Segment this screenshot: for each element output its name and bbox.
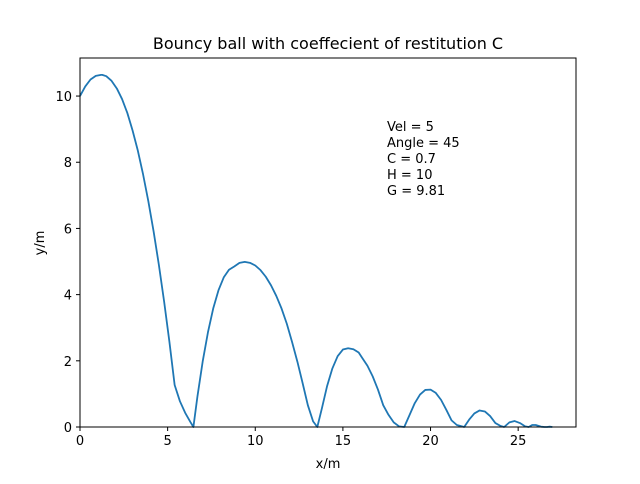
y-tick-label: 10 xyxy=(55,90,72,105)
y-axis-ticks: 0 2 4 6 8 10 xyxy=(55,90,80,436)
parameter-annotations: Vel = 5 Angle = 45 C = 0.7 H = 10 G = 9.… xyxy=(387,120,460,199)
y-tick-label: 8 xyxy=(64,156,72,171)
x-tick-label: 20 xyxy=(422,434,439,449)
annotation-gravity: G = 9.81 xyxy=(387,184,445,199)
chart-title: Bouncy ball with coeffecient of restitut… xyxy=(153,34,503,53)
x-tick-label: 15 xyxy=(335,434,352,449)
annotation-velocity: Vel = 5 xyxy=(387,120,434,135)
x-tick-label: 10 xyxy=(247,434,264,449)
annotation-restitution: C = 0.7 xyxy=(387,152,436,167)
x-tick-label: 0 xyxy=(76,434,84,449)
x-axis-ticks: 0 5 10 15 20 25 xyxy=(76,427,527,449)
x-tick-label: 5 xyxy=(163,434,171,449)
x-tick-label: 25 xyxy=(510,434,527,449)
x-axis-label: x/m xyxy=(316,457,341,472)
y-tick-label: 0 xyxy=(64,421,72,436)
plot-frame xyxy=(79,57,577,428)
annotation-angle: Angle = 45 xyxy=(387,136,460,151)
annotation-height: H = 10 xyxy=(387,168,432,183)
y-tick-label: 2 xyxy=(64,355,72,370)
y-tick-label: 6 xyxy=(64,222,72,237)
y-tick-label: 4 xyxy=(64,289,72,304)
series-line xyxy=(79,73,553,428)
plot-area xyxy=(79,57,577,428)
y-axis-label: y/m xyxy=(33,231,48,256)
